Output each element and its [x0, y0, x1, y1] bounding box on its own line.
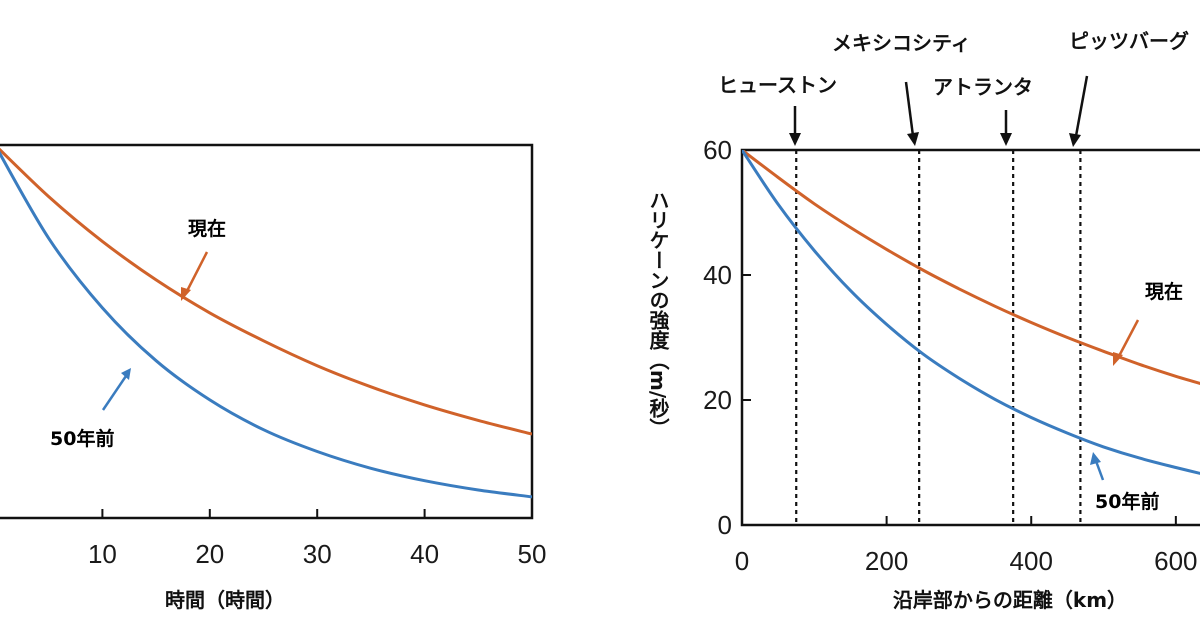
right-y-axis-label: ハリケーンの強度（m/秒）	[646, 190, 670, 438]
left-series-line-past	[0, 150, 532, 499]
city-label-houston: ヒューストン	[718, 73, 837, 97]
city-arrow-mexico	[904, 81, 915, 137]
right-y-ticks: 0 20 40 60	[703, 135, 751, 540]
right-x-tick-label-0: 0	[735, 546, 749, 576]
right-label-past: 50年前	[1095, 490, 1159, 513]
right-city-lines	[795, 150, 1082, 525]
right-x-axis-label: 沿岸部からの距離（km）	[893, 588, 1127, 612]
right-label-now: 現在	[1145, 280, 1183, 303]
right-y-tick-label-0: 0	[718, 510, 732, 540]
right-arrowhead-past	[1090, 452, 1101, 465]
left-label-now: 現在	[188, 217, 226, 240]
right-x-ticks: 0 200 400 600	[735, 516, 1198, 576]
city-arrowhead-pittsburgh	[1069, 133, 1081, 147]
city-arrowhead-houston	[789, 133, 801, 146]
left-x-tick-label-30: 30	[303, 539, 332, 569]
city-label-atlanta: アトランタ	[933, 75, 1033, 99]
left-label-past: 50年前	[50, 427, 114, 450]
right-arrowhead-now	[1113, 352, 1123, 366]
left-plot-frame	[0, 143, 534, 520]
left-x-ticks: 10 20 30 40 50	[88, 509, 547, 569]
right-series-lines	[742, 150, 1200, 475]
left-x-tick-label-40: 40	[410, 539, 439, 569]
left-arrow-now	[184, 251, 209, 294]
right-y-tick-label-60: 60	[703, 135, 732, 165]
right-x-tick-label-400: 400	[1010, 546, 1053, 576]
left-chart: 10 20 30 40 50 時間（時間） 現在 50年前	[0, 143, 547, 612]
right-chart: 0 20 40 60 0 200 400 600 沿岸部からの距離（km） ハリケーンの強度…	[646, 29, 1200, 612]
right-x-tick-label-200: 200	[865, 546, 908, 576]
right-y-tick-label-20: 20	[703, 385, 732, 415]
left-x-tick-label-20: 20	[195, 539, 224, 569]
right-series-line-past	[742, 150, 1200, 475]
right-plot-frame	[740, 148, 1200, 527]
left-x-tick-label-50: 50	[518, 539, 547, 569]
city-arrowhead-mexico	[907, 132, 919, 146]
city-label-mexico: メキシコシティ	[832, 31, 971, 55]
left-series-lines	[0, 147, 532, 499]
left-arrowhead-now	[181, 287, 191, 301]
right-series-line-now	[742, 150, 1200, 385]
right-y-tick-label-40: 40	[703, 260, 732, 290]
left-arrow-past	[101, 375, 128, 411]
left-x-tick-label-10: 10	[88, 539, 117, 569]
right-arrow-now	[1116, 319, 1140, 359]
left-series-line-now	[0, 147, 532, 436]
city-label-pittsburgh: ピッツバーグ	[1069, 29, 1189, 53]
left-arrowhead-past	[121, 368, 131, 380]
city-arrowhead-atlanta	[1000, 133, 1012, 146]
city-arrow-pittsburgh	[1074, 75, 1089, 137]
right-arrow-past	[1094, 460, 1105, 481]
right-x-tick-label-600: 600	[1154, 546, 1197, 576]
left-x-axis-label: 時間（時間）	[165, 588, 285, 612]
